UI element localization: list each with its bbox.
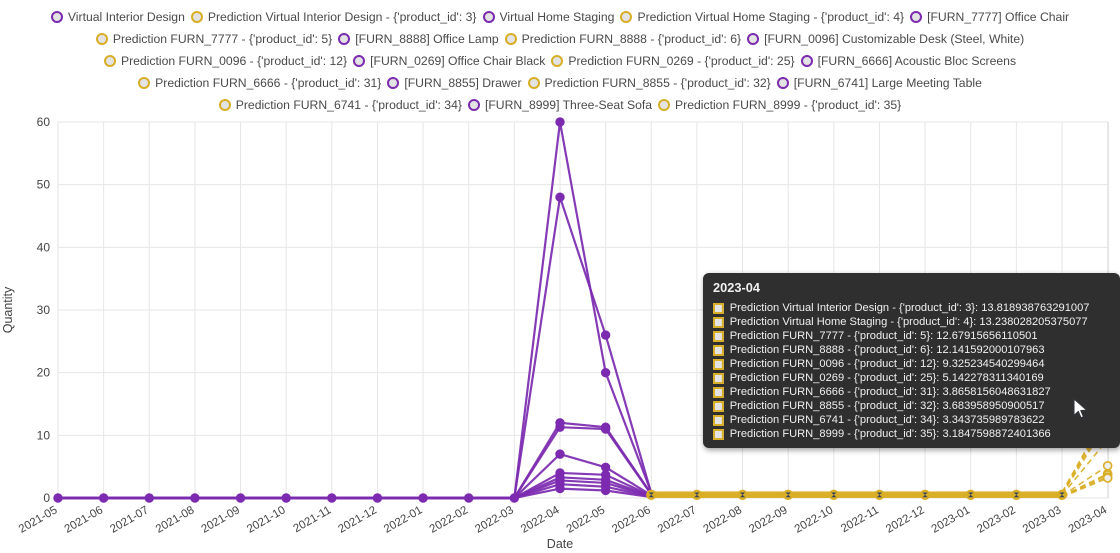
svg-text:0: 0 <box>43 491 50 505</box>
svg-text:2023-02: 2023-02 <box>975 504 1018 536</box>
svg-text:2023-04: 2023-04 <box>1067 504 1110 536</box>
svg-text:2022-07: 2022-07 <box>656 504 699 536</box>
svg-text:2022-02: 2022-02 <box>428 504 471 536</box>
svg-text:2022-01: 2022-01 <box>382 504 425 536</box>
svg-text:2022-10: 2022-10 <box>793 504 836 536</box>
svg-text:2023-01: 2023-01 <box>930 504 973 536</box>
svg-text:2021-12: 2021-12 <box>336 504 379 536</box>
svg-text:2022-05: 2022-05 <box>565 504 608 536</box>
svg-text:20: 20 <box>37 366 51 380</box>
svg-text:2021-11: 2021-11 <box>292 504 334 535</box>
svg-text:40: 40 <box>37 240 51 254</box>
svg-text:60: 60 <box>37 115 51 129</box>
svg-text:2023-03: 2023-03 <box>1021 504 1064 536</box>
svg-text:2022-12: 2022-12 <box>884 504 927 536</box>
svg-text:2021-08: 2021-08 <box>154 504 197 536</box>
svg-text:30: 30 <box>37 303 51 317</box>
svg-text:2021-05: 2021-05 <box>17 504 60 536</box>
svg-text:2021-09: 2021-09 <box>199 504 242 536</box>
svg-text:2021-10: 2021-10 <box>245 504 288 536</box>
svg-text:2022-09: 2022-09 <box>747 504 790 536</box>
svg-text:2022-03: 2022-03 <box>473 504 516 536</box>
svg-text:2022-06: 2022-06 <box>610 504 653 536</box>
svg-text:2021-07: 2021-07 <box>108 504 151 536</box>
svg-text:2022-08: 2022-08 <box>701 504 744 536</box>
svg-text:2021-06: 2021-06 <box>63 504 106 536</box>
svg-text:2022-11: 2022-11 <box>839 504 881 535</box>
svg-text:10: 10 <box>37 428 51 442</box>
svg-text:50: 50 <box>37 178 51 192</box>
svg-text:2022-04: 2022-04 <box>519 504 562 536</box>
